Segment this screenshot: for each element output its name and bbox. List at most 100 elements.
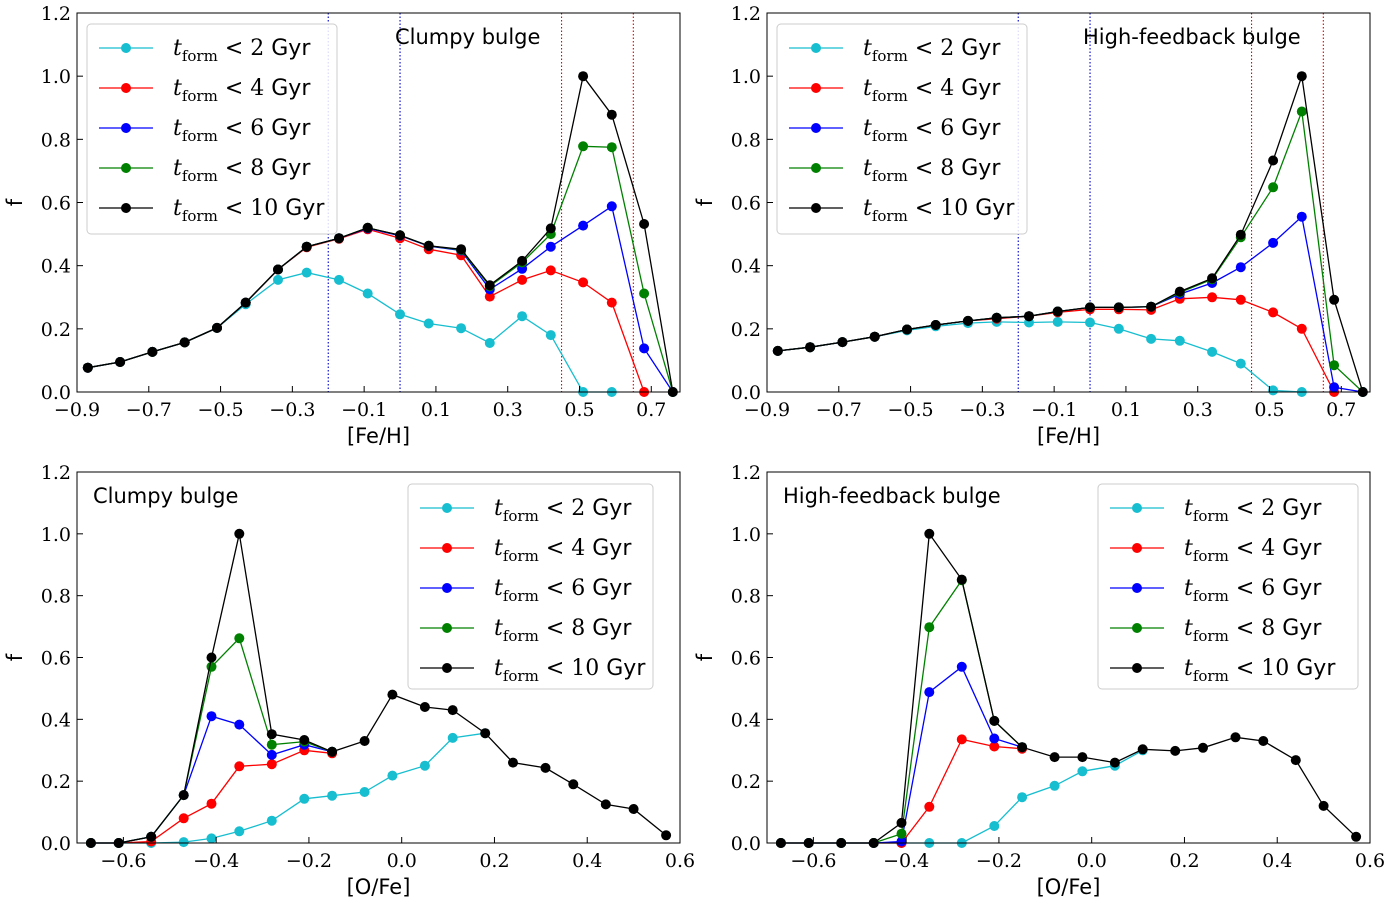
- data-point-t10: [447, 705, 458, 716]
- data-point-t2: [484, 338, 495, 348]
- data-point-t2: [387, 770, 398, 781]
- data-point-t8: [578, 141, 589, 152]
- legend-entry-t4: tform < 4 Gyr: [99, 76, 311, 105]
- data-point-t2: [362, 288, 373, 299]
- data-point-t10: [1258, 736, 1269, 746]
- y-tick-label: 0.2: [41, 771, 71, 793]
- legend-label: tform < 10 Gyr: [863, 196, 1015, 225]
- legend-label: tform < 10 Gyr: [173, 196, 325, 225]
- x-tick-label: −0.4: [883, 850, 929, 872]
- series-line-t10: [87, 74, 674, 393]
- data-point-t10: [234, 528, 245, 539]
- x-tick-label: 0.2: [1169, 850, 1199, 872]
- data-point-t10: [456, 244, 467, 255]
- series-line-t2: [780, 749, 1144, 844]
- data-point-t10: [1174, 286, 1185, 297]
- y-tick-label: 1.2: [41, 3, 71, 25]
- data-point-t6: [606, 201, 617, 212]
- y-tick-label: 0.4: [731, 709, 761, 731]
- data-point-t2: [1077, 766, 1088, 777]
- data-point-t10: [517, 255, 528, 266]
- y-axis-label: f: [693, 653, 717, 661]
- data-point-t6: [578, 220, 589, 231]
- data-point-t4: [924, 801, 935, 812]
- x-tick-label: 0.6: [1355, 850, 1385, 872]
- data-point-t2: [1235, 358, 1246, 369]
- data-point-t8: [234, 633, 245, 644]
- data-point-t10: [1351, 831, 1362, 842]
- data-point-t10: [1329, 294, 1340, 305]
- panel-title: Clumpy bulge: [93, 484, 238, 508]
- data-point-t2: [327, 790, 338, 801]
- series-t2: [85, 728, 491, 848]
- data-point-t10: [508, 757, 518, 768]
- legend-label: tform < 6 Gyr: [1184, 576, 1322, 605]
- data-point-t10: [540, 762, 551, 773]
- data-point-t4: [178, 813, 189, 824]
- data-point-t10: [423, 240, 434, 251]
- legend-entry-t6: tform < 6 Gyr: [420, 576, 632, 605]
- series-t2: [772, 316, 1307, 397]
- y-axis-label: f: [3, 653, 27, 661]
- series-t10: [82, 71, 678, 397]
- legend-entry-t4: tform < 4 Gyr: [1110, 536, 1322, 565]
- data-point-t2: [1049, 780, 1060, 791]
- data-point-t8: [639, 288, 650, 299]
- data-point-t10: [206, 652, 217, 663]
- legend-entry-t2: tform < 2 Gyr: [99, 36, 311, 65]
- legend-entry-t6: tform < 6 Gyr: [99, 116, 311, 145]
- legend-label: tform < 6 Gyr: [863, 116, 1001, 145]
- y-tick-label: 0.4: [41, 709, 71, 731]
- legend-swatch-marker: [811, 203, 821, 213]
- y-tick-label: 1.2: [731, 3, 761, 25]
- data-point-t10: [147, 346, 158, 357]
- legend-label: tform < 2 Gyr: [863, 36, 1001, 65]
- legend-swatch-marker: [442, 543, 452, 553]
- legend-swatch-marker: [1132, 543, 1142, 553]
- data-point-t4: [1235, 294, 1246, 305]
- series-t2: [775, 745, 1148, 848]
- x-tick-label: 0.4: [572, 850, 602, 872]
- data-point-t2: [266, 815, 277, 826]
- x-axis-label: [Fe/H]: [347, 424, 410, 448]
- data-point-t10: [179, 337, 190, 348]
- legend-label: tform < 4 Gyr: [173, 76, 311, 105]
- data-point-t4: [578, 277, 589, 288]
- data-point-t10: [606, 109, 617, 120]
- data-point-t2: [419, 760, 430, 771]
- y-tick-label: 1.2: [731, 462, 761, 484]
- legend-swatch-marker: [811, 43, 821, 53]
- data-point-t10: [1085, 302, 1095, 313]
- legend-entry-t8: tform < 8 Gyr: [99, 156, 311, 185]
- y-tick-label: 1.0: [731, 524, 761, 546]
- legend-swatch-marker: [442, 503, 452, 513]
- data-point-t10: [805, 342, 816, 353]
- data-point-t8: [606, 142, 617, 153]
- data-point-t2: [395, 309, 405, 320]
- data-point-t6: [956, 661, 967, 672]
- data-point-t2: [178, 837, 189, 848]
- x-tick-label: −0.2: [286, 850, 332, 872]
- legend-swatch-marker: [121, 83, 131, 93]
- legend-box: [776, 23, 1028, 235]
- data-point-t10: [301, 241, 312, 252]
- data-point-t10: [628, 804, 639, 814]
- data-point-t2: [989, 821, 1000, 831]
- x-tick-label: −0.9: [54, 399, 100, 421]
- legend-label: tform < 10 Gyr: [1184, 656, 1336, 685]
- data-point-t6: [1296, 211, 1307, 222]
- data-point-t2: [1113, 323, 1124, 334]
- data-point-t2: [234, 826, 245, 837]
- legend: tform < 2 Gyr tform < 4 Gyr tform < 6 Gyr t…: [1097, 483, 1359, 690]
- data-point-t10: [212, 322, 222, 333]
- y-axis-label: f: [693, 198, 717, 206]
- data-point-t10: [1146, 301, 1157, 312]
- x-axis-label: [O/Fe]: [347, 875, 411, 899]
- data-point-t10: [419, 702, 430, 712]
- legend-label: tform < 2 Gyr: [494, 496, 632, 525]
- legend-entry-t10: tform < 10 Gyr: [99, 196, 325, 225]
- x-tick-label: −0.3: [269, 399, 315, 421]
- y-tick-label: 0.6: [41, 193, 71, 215]
- x-tick-label: −0.5: [888, 399, 934, 421]
- x-tick-label: 0.3: [493, 399, 523, 421]
